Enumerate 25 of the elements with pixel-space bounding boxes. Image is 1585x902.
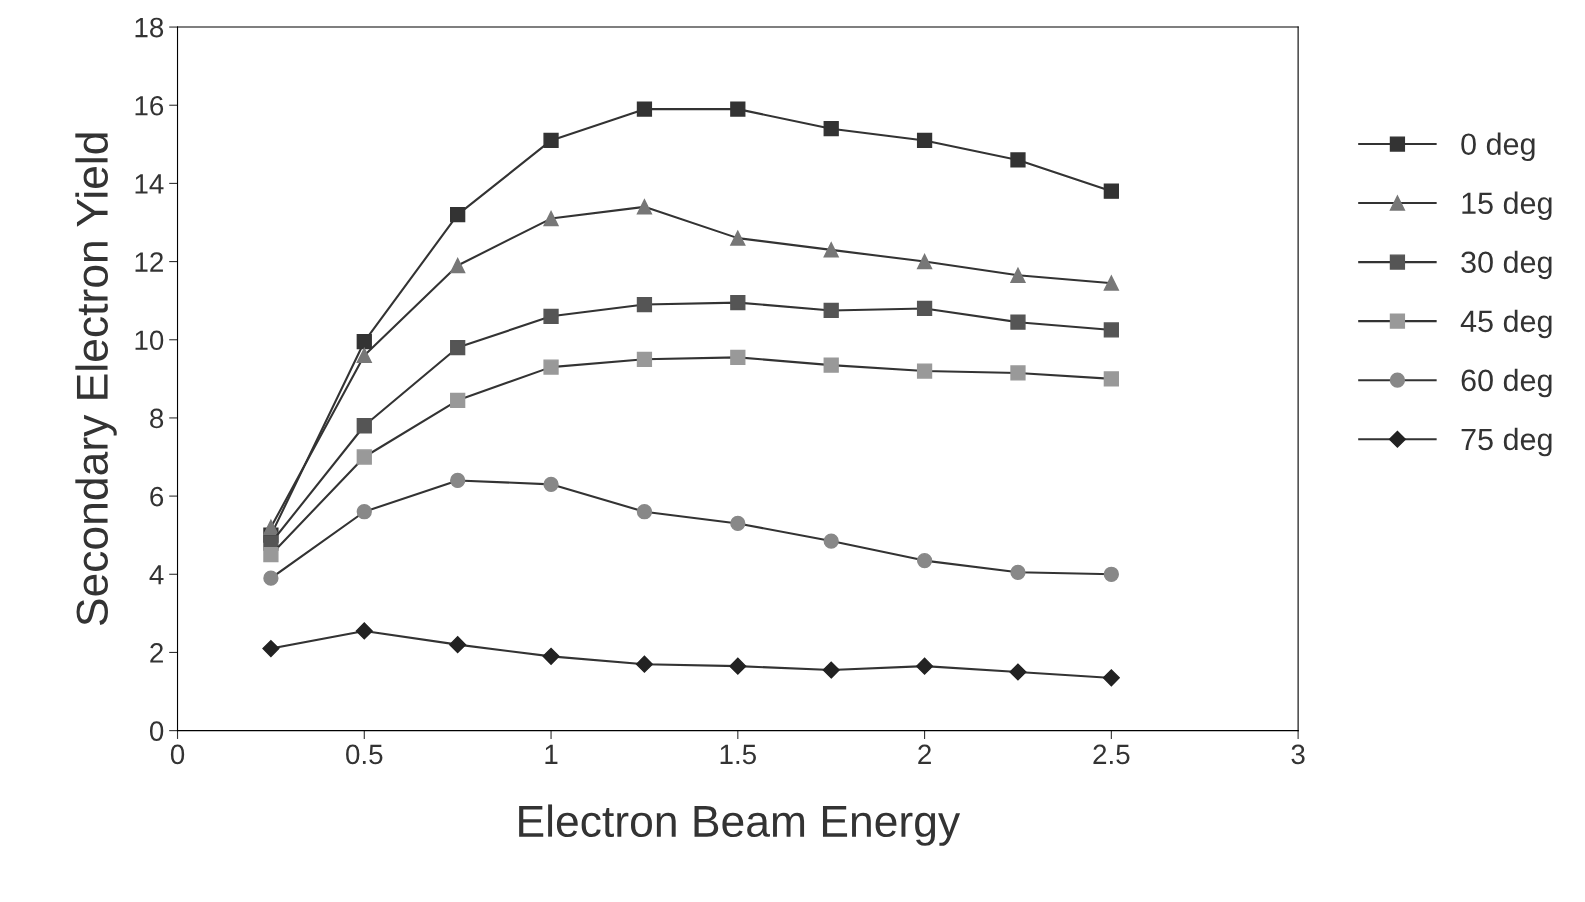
legend-label: 75 deg (1461, 427, 1552, 457)
legend-label: 30 deg (1461, 250, 1552, 280)
y-tick-label: 0 (149, 721, 164, 741)
x-tick-label: 1.5 (720, 744, 756, 765)
y-tick-label: 16 (135, 95, 164, 116)
legend-label: 15 deg (1462, 191, 1552, 221)
y-tick-label: 10 (135, 330, 164, 351)
y-tick-label: 8 (150, 408, 164, 429)
y-tick-label: 18 (135, 17, 164, 38)
legend-label: 60 deg (1461, 368, 1552, 398)
x-axis-title: Electron Beam Energy (519, 804, 961, 846)
y-tick-label: 12 (135, 252, 163, 272)
legend-label: 45 deg (1460, 309, 1552, 339)
x-tick-label: 0.5 (346, 744, 383, 765)
y-tick-label: 6 (150, 486, 164, 507)
x-tick-label: 2 (918, 744, 931, 764)
legend-label: 0 deg (1461, 132, 1535, 162)
y-axis-title: Secondary Electron Yield (75, 133, 117, 626)
y-tick-label: 2 (150, 643, 163, 663)
x-tick-label: 3 (1291, 744, 1305, 765)
x-tick-label: 2.5 (1093, 744, 1130, 765)
y-tick-label: 4 (149, 565, 164, 585)
x-tick-label: 1 (545, 744, 558, 764)
x-tick-label: 0 (170, 744, 185, 765)
y-tick-label: 14 (135, 174, 164, 194)
